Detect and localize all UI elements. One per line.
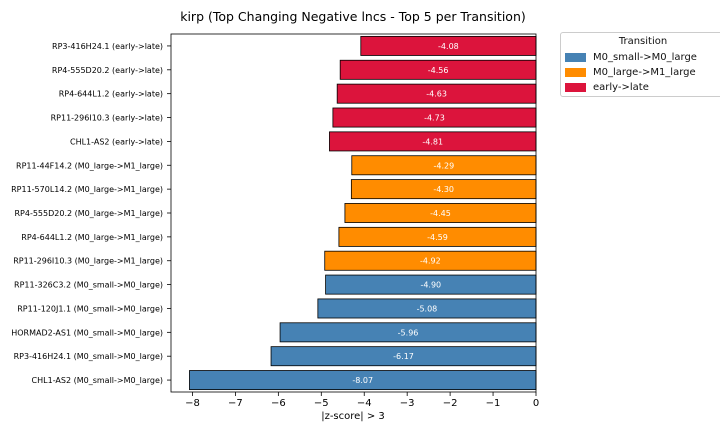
bar-value-label: -4.08: [438, 42, 459, 51]
y-tick-label: RP3-416H24.1 (M0_small->M0_large): [14, 352, 163, 361]
legend-swatch: [565, 82, 586, 92]
bar-value-label: -4.63: [426, 90, 447, 99]
bar-value-label: -6.17: [393, 352, 414, 361]
bar-value-label: -4.73: [424, 114, 445, 123]
x-tick-label: −2: [443, 398, 458, 409]
legend-label: M0_small->M0_large: [593, 51, 697, 63]
y-tick-label: RP4-555D20.2 (M0_large->M1_large): [14, 209, 163, 218]
y-tick-label: CHL1-AS2 (M0_small->M0_large): [32, 376, 163, 385]
y-tick-label: HORMAD2-AS1 (M0_small->M0_large): [11, 328, 163, 337]
bar-value-label: -4.30: [433, 185, 454, 194]
x-tick-label: −5: [314, 398, 329, 409]
x-tick-label: −4: [357, 398, 372, 409]
chart-title: kirp (Top Changing Negative lncs - Top 5…: [180, 9, 526, 24]
x-tick-label: −3: [400, 398, 415, 409]
x-tick-label: −8: [185, 398, 200, 409]
y-tick-label: RP11-296I10.3 (M0_large->M1_large): [13, 257, 163, 266]
y-tick-label: RP11-570L14.2 (M0_large->M1_large): [11, 185, 163, 194]
x-tick-label: −7: [228, 398, 243, 409]
bar-value-label: -4.90: [420, 281, 441, 290]
x-axis-label: |z-score| > 3: [321, 411, 385, 422]
legend-swatch: [565, 67, 586, 77]
bar-value-label: -5.08: [417, 304, 438, 313]
y-tick-label: CHL1-AS2 (early->late): [70, 137, 163, 146]
x-axis: −8 −7 −6 −5 −4 −3 −2 −1 0: [185, 392, 539, 409]
legend-item: early->late: [565, 81, 649, 93]
bar-value-label: -4.92: [420, 257, 441, 266]
bars-layer: -4.08 -4.56 -4.63 -4.73 -4.81 -4.29 -4.30 -4.45…: [189, 35, 537, 391]
y-tick-label: RP11-296I10.3 (early->late): [51, 114, 163, 123]
y-tick-label: RP4-644L1.2 (M0_large->M1_large): [21, 233, 163, 242]
bar-value-label: -4.56: [428, 66, 449, 75]
legend-label: early->late: [593, 81, 649, 93]
plot-frame: [170, 33, 537, 393]
y-tick-label: RP11-120J1.1 (M0_small->M0_large): [17, 304, 163, 313]
legend-item: M0_small->M0_large: [565, 51, 697, 63]
bar-value-label: -4.59: [427, 233, 448, 242]
legend-swatch: [565, 52, 586, 62]
x-tick-label: 0: [533, 398, 539, 409]
legend: Transition M0_small->M0_large M0_large->M…: [560, 32, 720, 97]
legend-item: M0_large->M1_large: [565, 66, 696, 78]
bar-value-label: -4.81: [422, 137, 443, 146]
x-tick-label: −1: [486, 398, 501, 409]
y-tick-label: RP4-644L1.2 (early->late): [59, 90, 163, 99]
y-tick-labels: RP3-416H24.1 (early->late) RP4-555D20.2 (…: [11, 42, 171, 385]
legend-title: Transition: [618, 36, 668, 47]
x-tick-label: −6: [271, 398, 286, 409]
y-tick-label: RP11-326C3.2 (M0_small->M0_large): [14, 281, 163, 290]
y-tick-label: RP11-44F14.2 (M0_large->M1_large): [16, 161, 163, 170]
bar-value-label: -5.96: [398, 328, 419, 337]
bar-value-label: -4.29: [434, 161, 455, 170]
bar-value-label: -4.45: [430, 209, 451, 218]
y-tick-label: RP4-555D20.2 (early->late): [52, 66, 163, 75]
bar-value-label: -8.07: [352, 376, 373, 385]
y-tick-label: RP3-416H24.1 (early->late): [52, 42, 163, 51]
legend-label: M0_large->M1_large: [593, 66, 696, 78]
